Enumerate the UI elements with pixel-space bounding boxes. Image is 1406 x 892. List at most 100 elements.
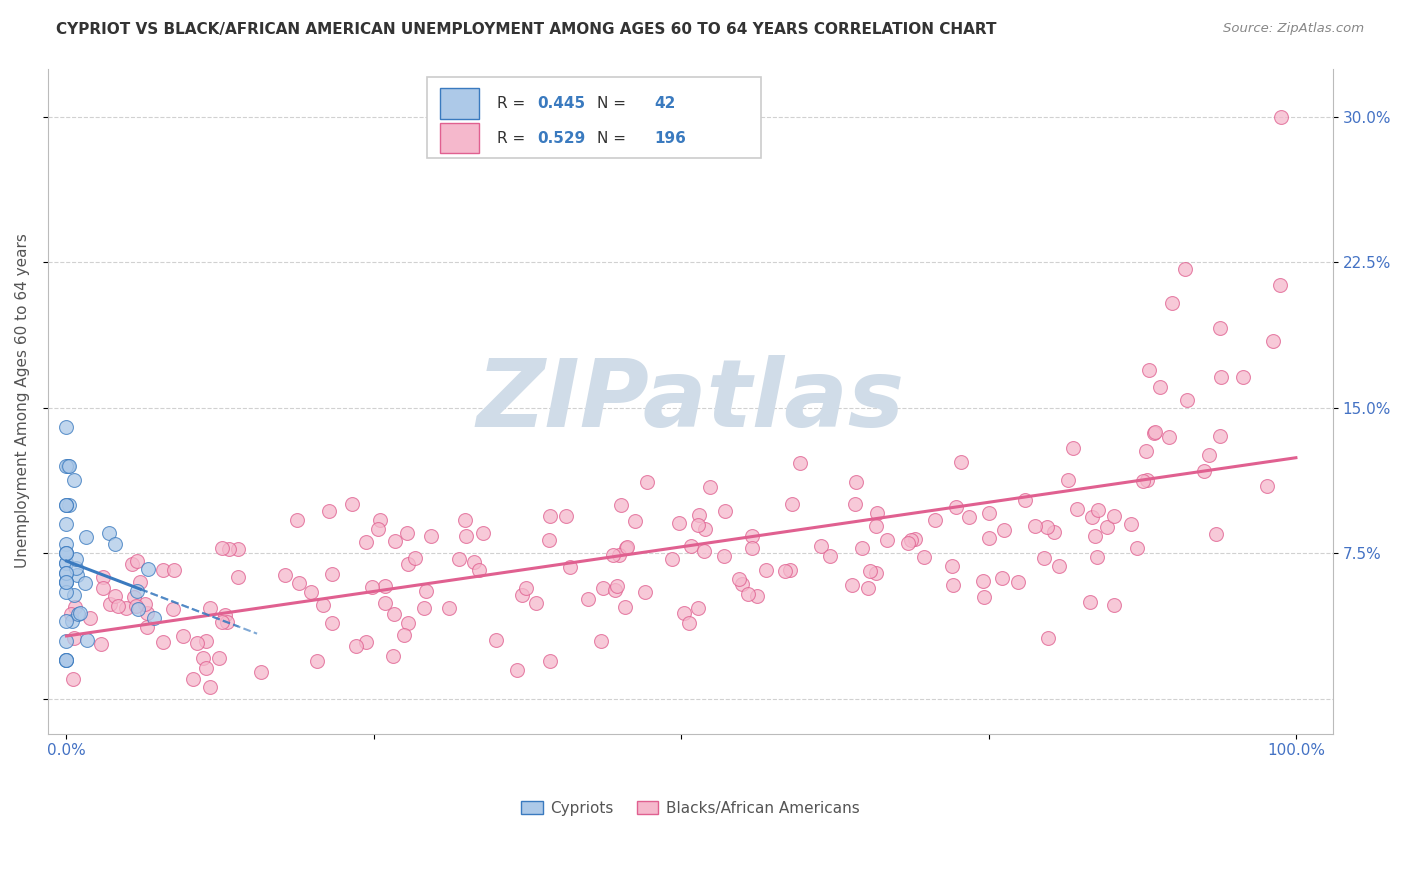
Text: Source: ZipAtlas.com: Source: ZipAtlas.com (1223, 22, 1364, 36)
Point (384, 533, 406, 548)
Point (1078, 594, 1101, 608)
Point (818, 549, 841, 564)
Point (1080, 509, 1102, 524)
Point (299, 585, 322, 599)
Point (127, 584, 149, 599)
Point (1149, 380, 1171, 394)
Point (810, 539, 832, 553)
Point (65, 552, 87, 566)
Point (307, 654, 329, 668)
Point (1209, 369, 1232, 384)
Point (63, 473, 86, 487)
Point (844, 497, 866, 511)
Point (395, 526, 418, 541)
Point (1232, 369, 1254, 384)
Point (1062, 442, 1084, 456)
Point (695, 522, 717, 536)
Point (1144, 425, 1167, 440)
Point (55, 575, 77, 590)
Point (454, 513, 477, 527)
Point (370, 514, 392, 528)
Point (288, 575, 311, 590)
Point (472, 525, 495, 540)
Point (318, 504, 340, 518)
Point (207, 651, 229, 665)
Bar (440, 122, 479, 153)
Point (186, 636, 208, 650)
Point (163, 563, 186, 577)
Point (214, 607, 236, 622)
Point (602, 549, 624, 563)
Point (60, 614, 83, 628)
Point (1270, 110, 1292, 124)
Text: N =: N = (598, 95, 631, 111)
Point (104, 589, 127, 603)
Point (75, 576, 97, 591)
Point (686, 517, 709, 532)
Point (1036, 520, 1059, 534)
Point (55, 566, 77, 580)
Point (62, 673, 84, 687)
Point (512, 588, 534, 602)
Point (634, 585, 657, 599)
Point (865, 519, 887, 533)
Point (538, 654, 561, 668)
Point (538, 533, 561, 547)
Text: 0.445: 0.445 (537, 95, 585, 111)
Point (91, 581, 114, 595)
Point (367, 522, 389, 536)
Point (1047, 559, 1070, 574)
Point (1007, 574, 1029, 589)
Point (447, 552, 470, 566)
Point (162, 601, 184, 615)
Point (69, 606, 91, 620)
Point (392, 628, 415, 642)
Point (1087, 503, 1109, 517)
Point (1057, 473, 1080, 487)
Point (413, 601, 436, 615)
Text: R =: R = (498, 95, 530, 111)
Point (136, 561, 159, 575)
Text: CYPRIOT VS BLACK/AFRICAN AMERICAN UNEMPLOYMENT AMONG AGES 60 TO 64 YEARS CORRELA: CYPRIOT VS BLACK/AFRICAN AMERICAN UNEMPL… (56, 22, 997, 37)
Point (950, 455, 973, 469)
Point (731, 577, 754, 591)
Text: ZIPatlas: ZIPatlas (477, 355, 904, 447)
Point (1135, 473, 1157, 487)
Point (152, 634, 174, 648)
Point (904, 532, 927, 546)
Point (55, 614, 77, 628)
Point (607, 548, 630, 562)
Point (107, 599, 129, 614)
Point (576, 591, 599, 606)
Point (673, 606, 696, 620)
Point (226, 570, 249, 584)
Point (143, 611, 166, 625)
Point (1256, 479, 1278, 493)
Point (129, 574, 152, 589)
Legend: Cypriots, Blacks/African Americans: Cypriots, Blacks/African Americans (515, 795, 866, 822)
Point (91, 570, 114, 584)
Point (1102, 598, 1125, 612)
Text: 42: 42 (654, 95, 675, 111)
Point (115, 601, 138, 615)
Point (845, 475, 868, 490)
Point (1174, 262, 1197, 277)
Point (344, 639, 367, 653)
Point (959, 510, 981, 524)
Point (610, 498, 633, 512)
Point (55, 498, 77, 512)
Point (538, 508, 561, 523)
Point (991, 571, 1014, 585)
Point (1192, 464, 1215, 478)
Point (1084, 529, 1107, 543)
Point (382, 607, 405, 622)
Point (856, 582, 879, 596)
Point (623, 514, 645, 528)
Point (152, 564, 174, 578)
Point (374, 579, 396, 593)
Point (1135, 443, 1157, 458)
Point (900, 533, 922, 547)
Point (90, 637, 112, 651)
Point (505, 663, 527, 677)
Point (780, 497, 803, 511)
